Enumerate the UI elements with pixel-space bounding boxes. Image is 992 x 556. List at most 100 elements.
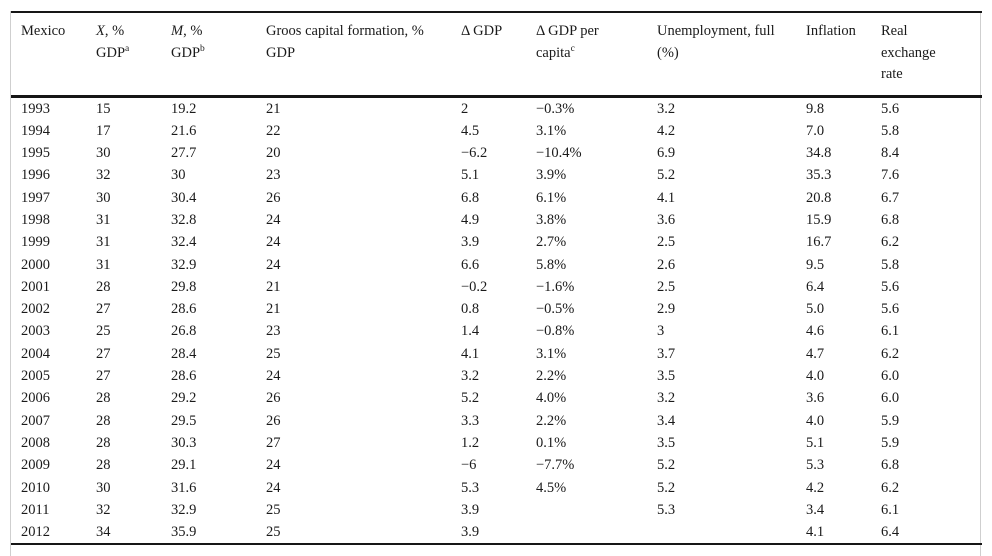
value-cell: 8.4	[881, 145, 900, 162]
value-cell: 4.2	[806, 479, 825, 496]
value-cell: 4.9	[461, 211, 480, 228]
table-row: 2011 32 32.9 25 3.9 5.3 3.4 6.1	[11, 499, 982, 521]
col-header-real-exchange-rate: Real exchange rate	[881, 12, 982, 98]
value-cell: 6.6	[461, 256, 480, 273]
value-cell: 16.7	[806, 234, 832, 251]
year-cell: 1993	[21, 100, 50, 117]
table-row: 2009 28 29.1 24 −6 −7.7% 5.2 5.3 6.8	[11, 454, 982, 476]
value-cell: 29.1	[171, 457, 197, 474]
value-cell: 2.6	[657, 256, 676, 273]
value-cell: 3	[657, 323, 665, 340]
value-cell: −10.4%	[536, 145, 582, 162]
value-cell: 15	[96, 100, 111, 117]
value-cell: 3.9%	[536, 167, 567, 184]
value-cell: −0.3%	[536, 100, 575, 117]
value-cell: 19.2	[171, 100, 197, 117]
table-row: 2005 27 28.6 24 3.2 2.2% 3.5 4.0 6.0	[11, 365, 982, 387]
year-cell: 2009	[21, 457, 50, 474]
table-row: 2002 27 28.6 21 0.8 −0.5% 2.9 5.0 5.6	[11, 298, 982, 320]
value-cell: 5.1	[461, 167, 480, 184]
value-cell: 28	[96, 412, 111, 429]
value-cell: 20	[266, 145, 281, 162]
year-cell: 2003	[21, 323, 50, 340]
footnote-marker-c: c	[570, 43, 575, 54]
value-cell: 6.8	[881, 457, 900, 474]
value-cell: 3.8%	[536, 211, 567, 228]
value-cell: 30	[96, 479, 111, 496]
value-cell: 6.0	[881, 390, 900, 407]
value-cell: 2	[461, 100, 469, 117]
value-cell: 6.2	[881, 479, 900, 496]
table-row: 2007 28 29.5 26 3.3 2.2% 3.4 4.0 5.9	[11, 410, 982, 432]
value-cell: 25	[96, 323, 111, 340]
year-cell: 1999	[21, 234, 50, 251]
value-cell: 5.3	[461, 479, 480, 496]
table-row: 1997 30 30.4 26 6.8 6.1% 4.1 20.8 6.7	[11, 187, 982, 209]
year-cell: 2000	[21, 256, 50, 273]
value-cell: 28	[96, 434, 111, 451]
table-row: 2006 28 29.2 26 5.2 4.0% 3.2 3.6 6.0	[11, 387, 982, 409]
value-cell: 26.8	[171, 323, 197, 340]
value-cell: 32.9	[171, 256, 197, 273]
value-cell: −6.2	[461, 145, 488, 162]
year-cell: 1994	[21, 122, 50, 139]
value-cell: 3.9	[461, 501, 480, 518]
col-header-gdp-change: Δ GDP	[461, 12, 536, 98]
value-cell: 3.5	[657, 368, 676, 385]
value-cell: 6.8	[461, 189, 480, 206]
value-cell: 35.3	[806, 167, 832, 184]
value-cell: 31	[96, 256, 111, 273]
year-cell: 1998	[21, 211, 50, 228]
imports-variable-symbol: M	[171, 23, 184, 39]
value-cell: 20.8	[806, 189, 832, 206]
value-cell: 3.6	[657, 211, 676, 228]
value-cell: 0.8	[461, 301, 480, 318]
value-cell: 6.1	[881, 501, 900, 518]
value-cell: 24	[266, 457, 281, 474]
year-cell: 2007	[21, 412, 50, 429]
value-cell: −0.5%	[536, 301, 575, 318]
value-cell: 5.6	[881, 278, 900, 295]
table-row: 2008 28 30.3 27 1.2 0.1% 3.5 5.1 5.9	[11, 432, 982, 454]
value-cell: 1.4	[461, 323, 480, 340]
table-row: 2003 25 26.8 23 1.4 −0.8% 3 4.6 6.1	[11, 320, 982, 342]
value-cell: 30	[96, 189, 111, 206]
value-cell: 6.9	[657, 145, 676, 162]
col-header-unemployment: Unemployment, full (%)	[657, 12, 806, 98]
value-cell: 5.2	[657, 167, 676, 184]
col-header-label: Δ GDP	[461, 23, 503, 39]
year-cell: 1997	[21, 189, 50, 206]
value-cell: 5.6	[881, 301, 900, 318]
value-cell: 29.5	[171, 412, 197, 429]
mexico-indicators-table-wrap: Mexico X, % GDPa M, % GDPb Groos capital…	[10, 11, 982, 556]
value-cell: 24	[266, 211, 281, 228]
value-cell: 24	[266, 234, 281, 251]
footnote-marker-b: b	[200, 43, 205, 54]
value-cell: 5.8	[881, 256, 900, 273]
value-cell: 22	[266, 122, 281, 139]
value-cell: 30.3	[171, 434, 197, 451]
value-cell: 3.2	[461, 368, 480, 385]
col-header-label: Unemployment, full	[657, 23, 775, 39]
value-cell: 21.6	[171, 122, 197, 139]
value-cell: −7.7%	[536, 457, 575, 474]
col-header-label: Real	[881, 23, 908, 39]
value-cell: 2.2%	[536, 368, 567, 385]
value-cell: 28.4	[171, 345, 197, 362]
value-cell: 30	[171, 167, 186, 184]
value-cell: 6.1%	[536, 189, 567, 206]
value-cell: 25	[266, 501, 281, 518]
value-cell: 2.5	[657, 278, 676, 295]
value-cell: 3.2	[657, 390, 676, 407]
value-cell: 29.2	[171, 390, 197, 407]
value-cell: 9.8	[806, 100, 825, 117]
value-cell: 5.2	[657, 457, 676, 474]
table-body: 1993 15 19.2 21 2 −0.3% 3.2 9.8 5.6 1994 17 21.6 22 4…	[11, 96, 982, 544]
col-header-exports: X, % GDPa	[96, 12, 171, 98]
value-cell: 27	[266, 434, 281, 451]
value-cell: 25	[266, 524, 281, 541]
year-cell: 2012	[21, 524, 50, 541]
value-cell: 32.8	[171, 211, 197, 228]
year-cell: 2011	[21, 501, 50, 518]
value-cell: 35.9	[171, 524, 197, 541]
